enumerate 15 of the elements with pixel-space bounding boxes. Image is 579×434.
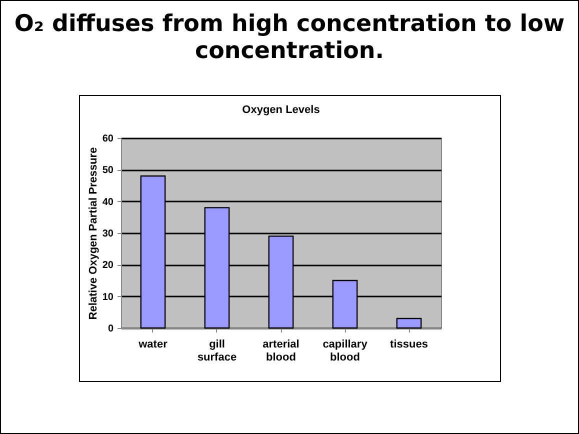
x-tick-label: arterial blood	[262, 338, 300, 364]
x-tick-label: capillary blood	[322, 338, 368, 364]
y-tick-label: 50	[102, 165, 114, 176]
y-tick-label: 20	[102, 260, 114, 272]
y-tick-label: 60	[102, 134, 114, 144]
y-tick-label: 10	[102, 292, 114, 303]
chart-subtitle: O₂ diffuses from high concentration to low concentration.	[13, 11, 566, 65]
y-tick-label: 30	[102, 228, 114, 240]
x-tick-label: gill surface	[197, 338, 237, 364]
x-tick-label: tissues	[390, 338, 428, 350]
y-axis-title: Relative Oxygen Partial Pressure	[87, 147, 100, 320]
y-tick-label: 0	[108, 324, 114, 334]
chart-title: Oxygen Levels	[242, 104, 320, 116]
x-tick-label: water	[138, 338, 168, 350]
y-tick-label: 40	[102, 196, 114, 208]
